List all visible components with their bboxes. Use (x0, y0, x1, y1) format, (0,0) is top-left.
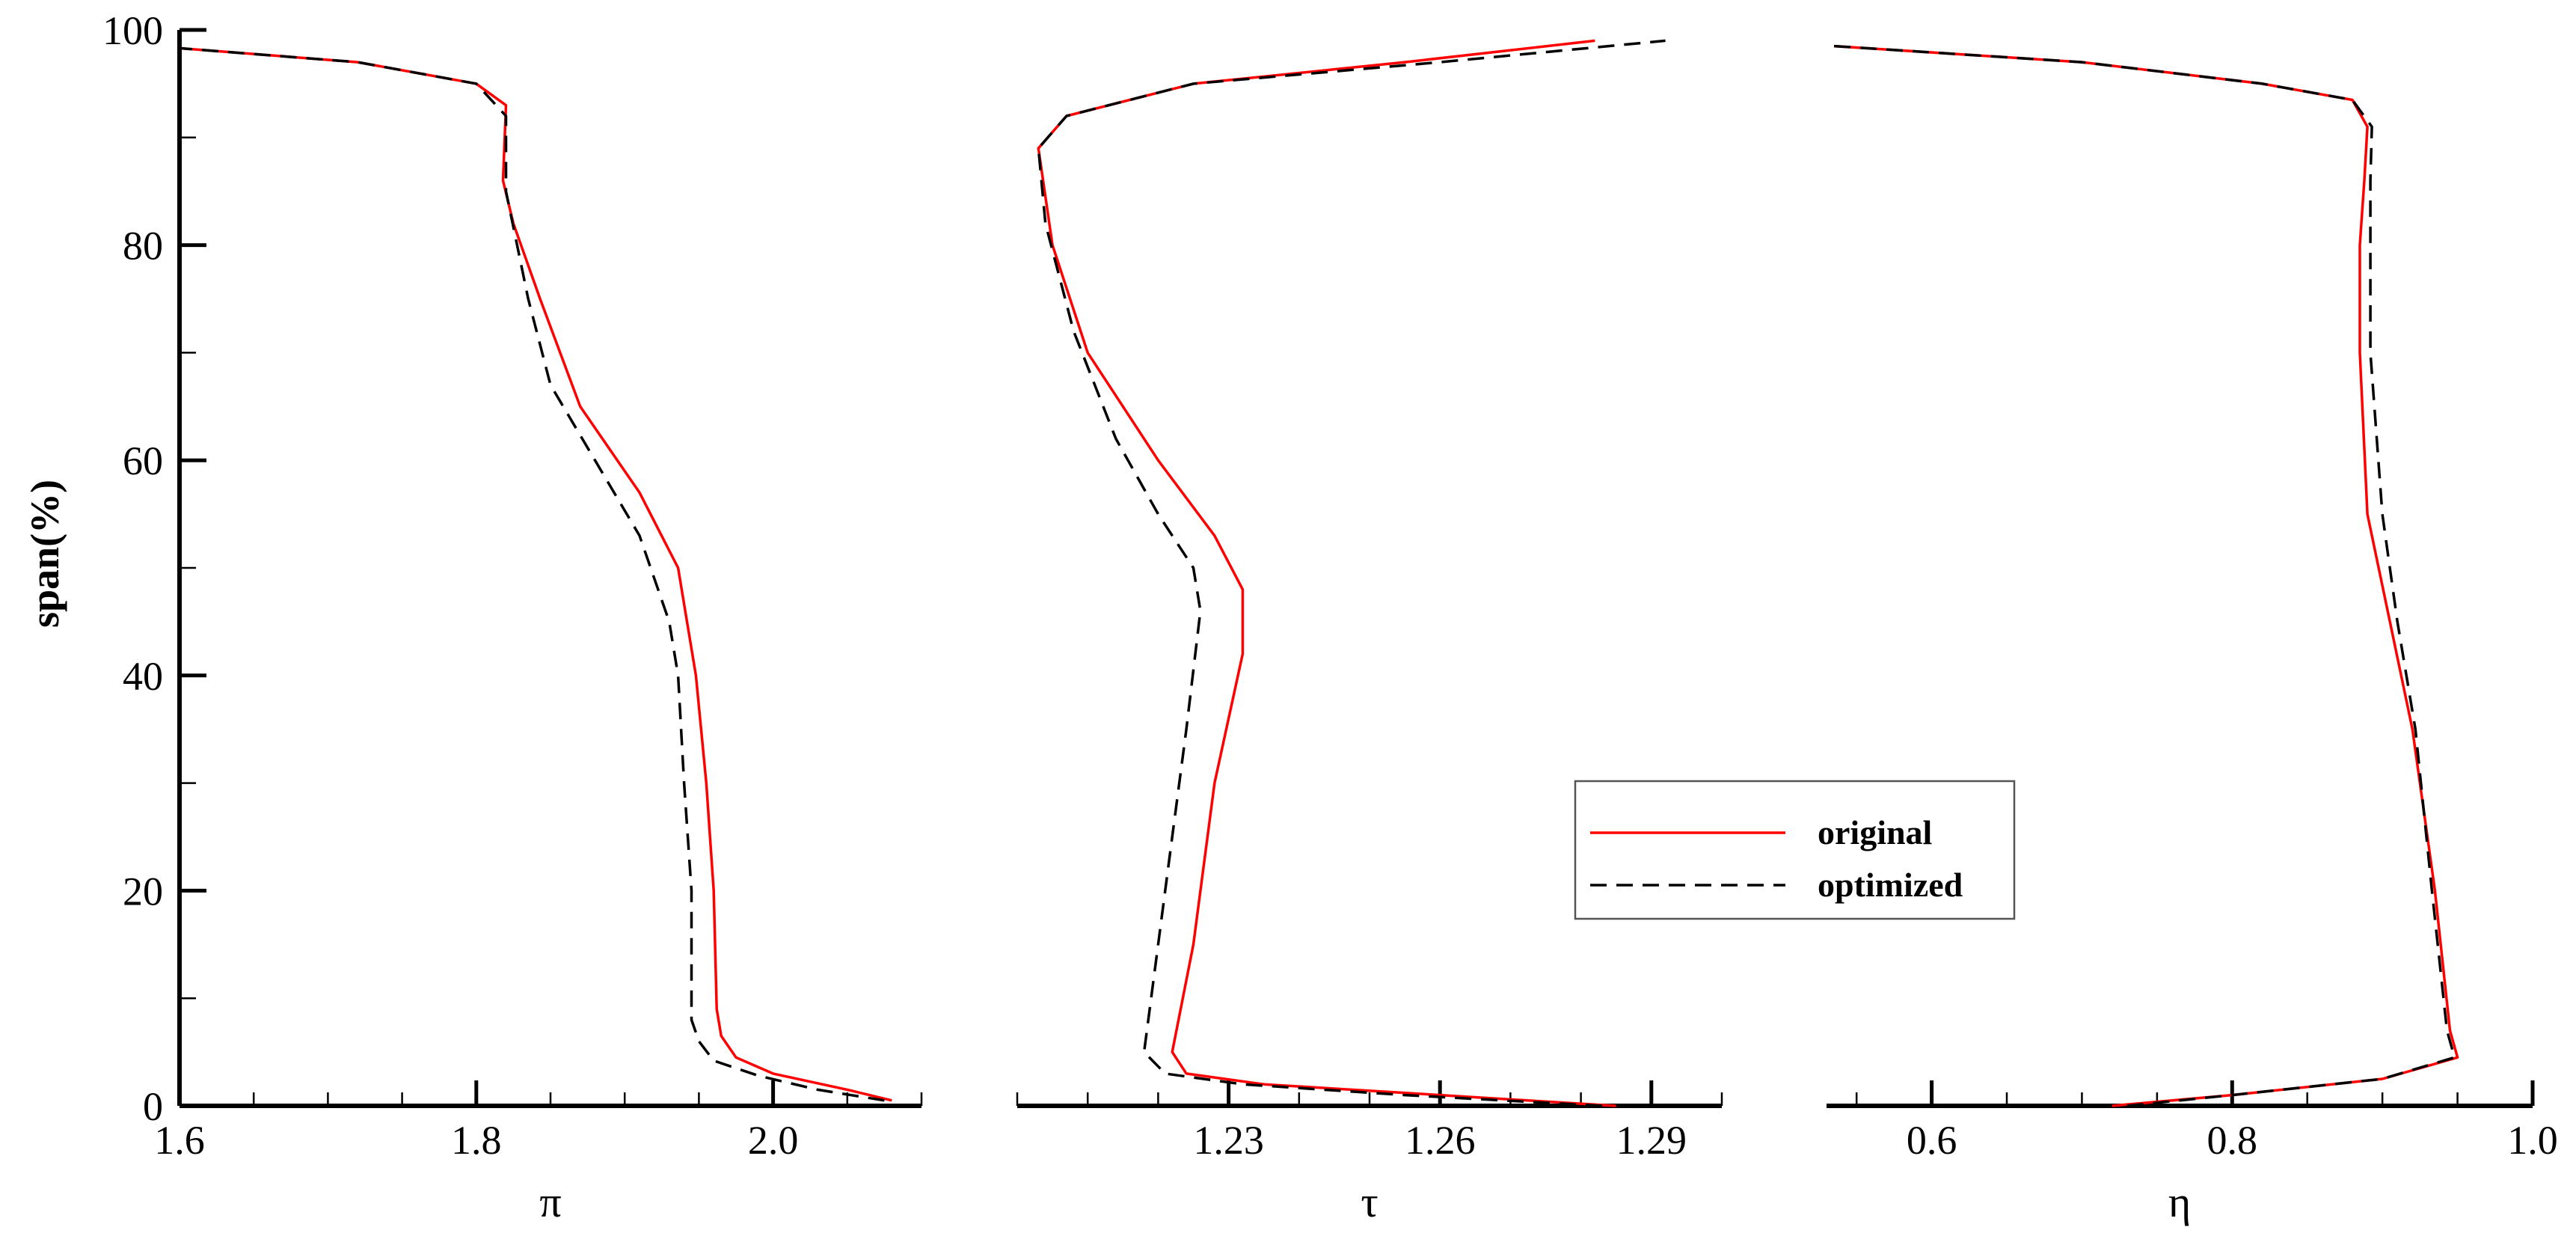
x-tick-label-pi: 1.6 (154, 1118, 205, 1163)
y-tick-label: 20 (123, 869, 163, 914)
x-tick-label-tau: 1.26 (1405, 1118, 1476, 1163)
y-tick-label: 60 (123, 438, 163, 483)
series-optimized-tau (1037, 39, 1666, 1107)
x-tick-label-tau: 1.29 (1616, 1118, 1687, 1163)
panel-tau: 1.23 1.26 1.29 τ (1016, 39, 1723, 1226)
x-tick-label-eta: 0.6 (1907, 1118, 1957, 1163)
y-axis-label: span(%) (22, 480, 67, 628)
legend-box (1574, 780, 2016, 920)
panel-eta: 0.6 0.8 1.0 η (1827, 44, 2558, 1226)
x-axis-title-pi: π (539, 1178, 561, 1226)
x-tick-label-eta: 0.8 (2207, 1118, 2258, 1163)
y-tick-label: 0 (143, 1084, 163, 1129)
y-tick-label: 40 (123, 654, 163, 699)
y-tick-label: 80 (123, 224, 163, 269)
legend-label-optimized: optimized (1818, 866, 1963, 904)
y-tick-label: 100 (102, 8, 163, 53)
x-tick-label-pi: 1.8 (451, 1118, 502, 1163)
x-axis-title-tau: τ (1361, 1178, 1378, 1226)
series-original-eta (1833, 44, 2459, 1107)
x-tick-label-eta: 1.0 (2507, 1118, 2558, 1163)
x-tick-label-tau: 1.23 (1193, 1118, 1264, 1163)
series-original-pi (179, 46, 892, 1102)
series-optimized-pi (179, 46, 885, 1102)
panel-pi: 1.6 1.8 2.0 π 0 20 40 60 80 100 (102, 8, 923, 1226)
legend: original optimized (1574, 780, 2016, 920)
series-original-tau (1037, 39, 1616, 1107)
x-tick-label-pi: 2.0 (748, 1118, 799, 1163)
legend-label-original: original (1818, 813, 1932, 851)
x-axis-title-eta: η (2168, 1178, 2191, 1226)
